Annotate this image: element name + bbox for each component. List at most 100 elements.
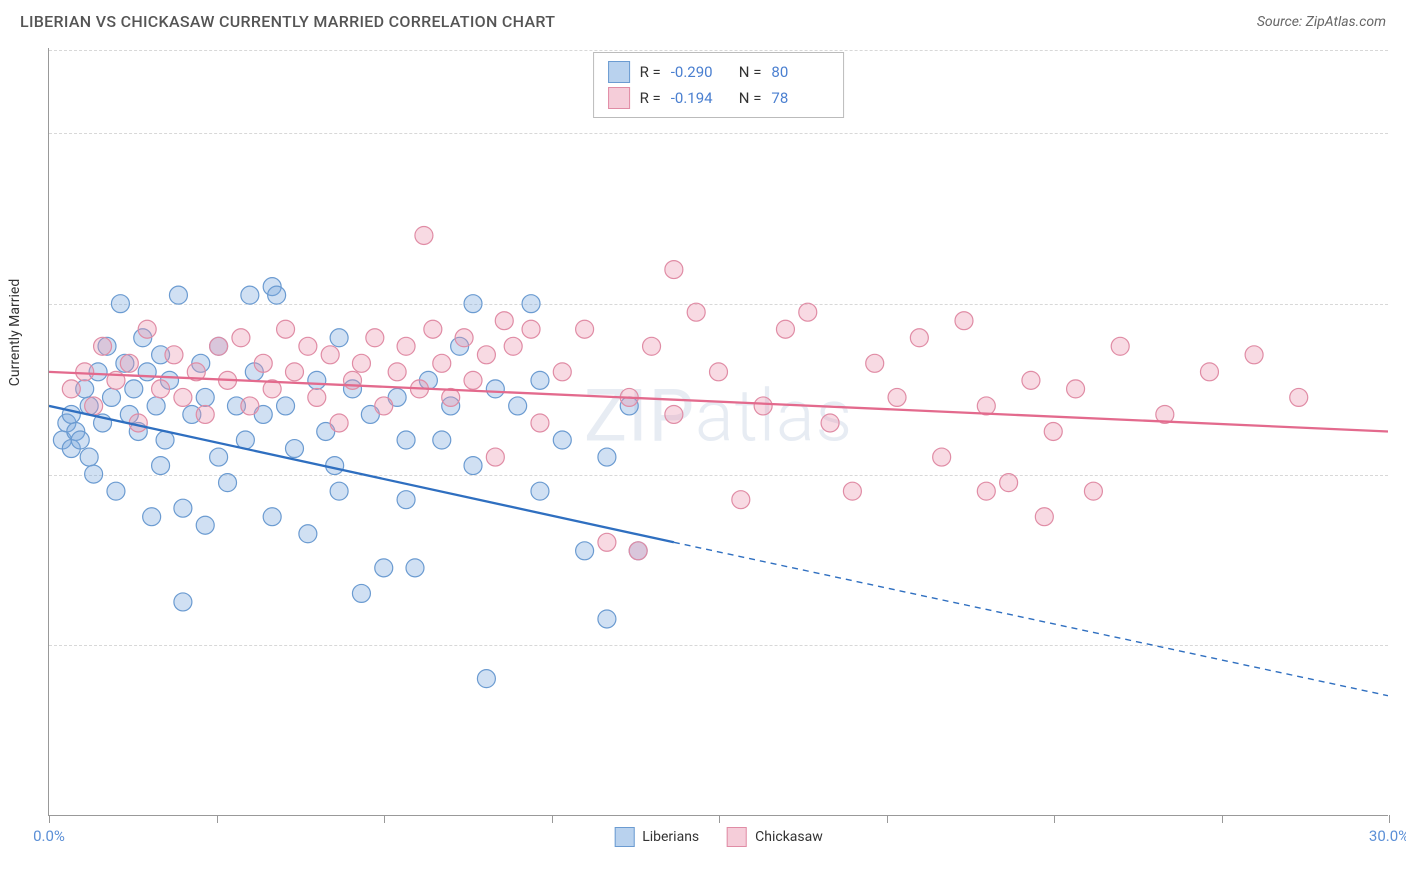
- scatter-point: [196, 516, 214, 534]
- y-tick-label: 60.0%: [1393, 295, 1406, 313]
- scatter-point: [330, 329, 348, 347]
- bottom-legend: Liberians Chickasaw: [614, 827, 823, 847]
- scatter-point: [477, 670, 495, 688]
- scatter-point: [352, 354, 370, 372]
- scatter-point: [910, 329, 928, 347]
- scatter-point: [687, 303, 705, 321]
- x-tick: [217, 815, 218, 823]
- scatter-point: [598, 610, 616, 628]
- scatter-point: [85, 397, 103, 415]
- scatter-point: [85, 465, 103, 483]
- scatter-point: [464, 295, 482, 313]
- scatter-point: [522, 295, 540, 313]
- scatter-point: [776, 320, 794, 338]
- chart-plot-area: Currently Married ZIPatlas R = -0.290 N …: [48, 48, 1388, 816]
- scatter-point: [263, 508, 281, 526]
- x-tick-label: 30.0%: [1369, 827, 1406, 845]
- scatter-point: [1000, 474, 1018, 492]
- scatter-point: [285, 440, 303, 458]
- scatter-point: [174, 593, 192, 611]
- scatter-point: [241, 286, 259, 304]
- scatter-point: [210, 337, 228, 355]
- n-label: N =: [739, 89, 762, 107]
- stats-row-chickasaw: R = -0.194 N = 78: [608, 85, 830, 111]
- scatter-point: [397, 491, 415, 509]
- scatter-point: [464, 457, 482, 475]
- scatter-point: [375, 559, 393, 577]
- scatter-point: [330, 414, 348, 432]
- scatter-point: [62, 405, 80, 423]
- y-tick-label: 40.0%: [1393, 466, 1406, 484]
- scatter-point: [576, 542, 594, 560]
- x-tick: [384, 815, 385, 823]
- scatter-point: [102, 388, 120, 406]
- scatter-point: [285, 363, 303, 381]
- legend-item-liberians: Liberians: [614, 827, 699, 847]
- scatter-point: [71, 431, 89, 449]
- scatter-point: [107, 482, 125, 500]
- scatter-point: [1067, 380, 1085, 398]
- r-label: R =: [640, 63, 661, 81]
- scatter-point: [308, 388, 326, 406]
- scatter-point: [486, 448, 504, 466]
- scatter-point: [397, 431, 415, 449]
- scatter-point: [509, 397, 527, 415]
- scatter-point: [433, 431, 451, 449]
- legend-label-chickasaw: Chickasaw: [755, 829, 823, 845]
- scatter-point: [299, 525, 317, 543]
- scatter-point: [94, 337, 112, 355]
- scatter-point: [531, 414, 549, 432]
- r-label: R =: [640, 89, 661, 107]
- scatter-point: [433, 354, 451, 372]
- scatter-point: [366, 329, 384, 347]
- scatter-point: [598, 448, 616, 466]
- trend-line: [49, 406, 674, 542]
- scatter-point: [196, 405, 214, 423]
- scatter-point: [254, 354, 272, 372]
- scatter-point: [598, 533, 616, 551]
- scatter-point: [1022, 371, 1040, 389]
- y-tick-label: 20.0%: [1393, 636, 1406, 654]
- scatter-point: [219, 474, 237, 492]
- x-tick: [1389, 815, 1390, 823]
- y-tick-label: 80.0%: [1393, 124, 1406, 142]
- scatter-point: [388, 363, 406, 381]
- x-tick: [49, 815, 50, 823]
- scatter-point: [955, 312, 973, 330]
- scatter-point: [138, 363, 156, 381]
- scatter-point: [799, 303, 817, 321]
- scatter-point: [169, 286, 187, 304]
- scatter-point: [531, 482, 549, 500]
- scatter-point: [665, 261, 683, 279]
- scatter-point: [308, 371, 326, 389]
- scatter-point: [152, 457, 170, 475]
- n-value-liberians: 80: [771, 63, 829, 81]
- scatter-point: [1084, 482, 1102, 500]
- scatter-point: [464, 371, 482, 389]
- scatter-point: [375, 397, 393, 415]
- y-axis-label: Currently Married: [7, 278, 23, 385]
- scatter-point: [174, 388, 192, 406]
- scatter-point: [710, 363, 728, 381]
- scatter-point: [531, 371, 549, 389]
- scatter-point: [553, 431, 571, 449]
- x-tick: [1054, 815, 1055, 823]
- x-tick: [719, 815, 720, 823]
- scatter-point: [576, 320, 594, 338]
- scatter-point: [76, 363, 94, 381]
- scatter-point: [352, 584, 370, 602]
- scatter-point: [665, 405, 683, 423]
- x-tick-label: 0.0%: [33, 827, 65, 845]
- scatter-point: [406, 559, 424, 577]
- scatter-point: [165, 346, 183, 364]
- scatter-point: [486, 380, 504, 398]
- source-attribution: Source: ZipAtlas.com: [1257, 14, 1386, 30]
- scatter-point: [241, 397, 259, 415]
- scatter-point: [268, 286, 286, 304]
- legend-swatch-liberians: [614, 827, 634, 847]
- scatter-point: [754, 397, 772, 415]
- n-value-chickasaw: 78: [771, 89, 829, 107]
- r-value-chickasaw: -0.194: [671, 89, 729, 107]
- scatter-point: [643, 337, 661, 355]
- scatter-point: [62, 380, 80, 398]
